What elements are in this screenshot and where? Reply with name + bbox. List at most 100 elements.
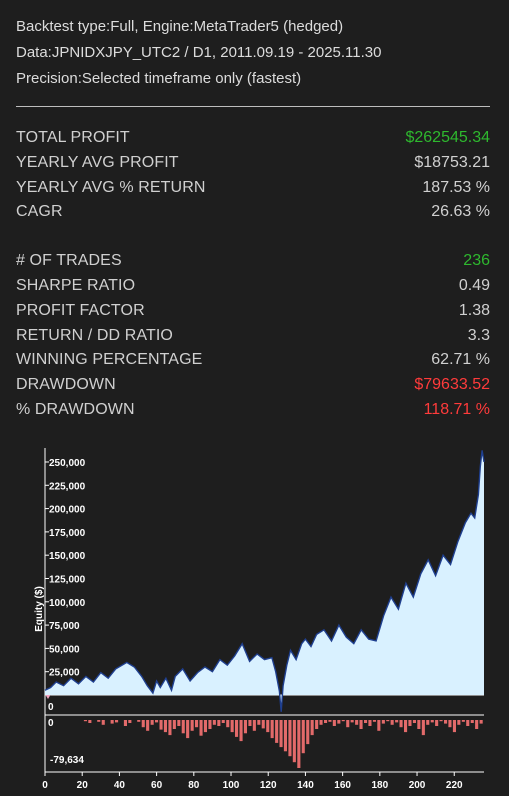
drawdown-bar [150, 720, 154, 725]
drawdown-zero-label: 0 [48, 718, 54, 729]
drawdown-bars [83, 720, 483, 768]
drawdown-bar [279, 720, 283, 748]
drawdown-bar [337, 720, 341, 724]
drawdown-bar [203, 720, 207, 733]
drawdown-bar [421, 720, 425, 736]
drawdown-bar [128, 720, 132, 723]
drawdown-bar [97, 720, 101, 722]
precision-line: Precision:Selected timeframe only (faste… [16, 70, 302, 87]
drawdown-bar [475, 720, 479, 729]
drawdown-bar [417, 720, 421, 729]
drawdown-bar [435, 720, 439, 726]
drawdown-bar [430, 720, 434, 723]
drawdown-bar [324, 720, 328, 723]
drawdown-bar [301, 720, 305, 754]
drawdown-bar [368, 720, 372, 726]
stat-label: YEARLY AVG % RETURN [16, 178, 206, 196]
y-tick-label: 200,000 [49, 505, 86, 516]
x-tick-label: 160 [334, 780, 351, 791]
drawdown-bar [408, 720, 412, 726]
stat-value: $262545.34 [405, 129, 490, 146]
stat-label: RETURN / DD RATIO [16, 326, 173, 344]
x-tick-label: 200 [409, 780, 426, 791]
stat-return-dd-ratio: RETURN / DD RATIO 3.3 [16, 324, 490, 349]
header-divider [16, 106, 490, 107]
equity-area [45, 450, 484, 712]
drawdown-bar [292, 720, 296, 763]
backtest-header: Backtest type:Full, Engine:MetaTrader5 (… [16, 14, 491, 92]
stat-label: # OF TRADES [16, 252, 122, 270]
y-tick-label: 100,000 [49, 598, 86, 609]
x-axis-ticks: 0 20 40 60 80 100 120 140 160 180 200 220 [42, 772, 463, 791]
drawdown-bar [381, 720, 385, 724]
drawdown-bar [239, 720, 243, 742]
drawdown-bar [137, 720, 141, 722]
stat-label: SHARPE RATIO [16, 276, 136, 294]
x-tick-label: 60 [151, 780, 163, 791]
drawdown-bar [319, 720, 323, 725]
y-tick-label: 50,000 [49, 644, 80, 655]
drawdown-bar [177, 720, 181, 726]
y-tick-label: 225,000 [49, 481, 86, 492]
stat-value: 1.38 [458, 301, 490, 319]
drawdown-bar [217, 720, 221, 726]
drawdown-bar [470, 720, 474, 723]
drawdown-bar [226, 720, 230, 728]
drawdown-bar [426, 720, 430, 725]
drawdown-bar [212, 720, 216, 725]
stat-value: 3.3 [467, 326, 490, 344]
drawdown-bar [208, 720, 212, 729]
drawdown-bar [395, 720, 399, 723]
drawdown-bar [452, 720, 456, 733]
stat-value: $79633.52 [414, 376, 490, 394]
drawdown-bar [350, 720, 354, 723]
drawdown-bar [341, 720, 345, 722]
drawdown-bar [461, 720, 465, 722]
drawdown-bar [159, 720, 163, 730]
drawdown-bar [257, 720, 261, 725]
x-tick-label: 100 [223, 780, 240, 791]
x-tick-label: 20 [77, 780, 89, 791]
drawdown-bar [355, 720, 359, 725]
equity-y-ticks: 25,000 50,000 75,000 100,000 125,000 150,000 1… [45, 458, 86, 679]
drawdown-bar [372, 720, 376, 722]
drawdown-bar [243, 720, 247, 734]
drawdown-bar [172, 720, 176, 729]
drawdown-bar [101, 720, 105, 725]
drawdown-bar [310, 720, 314, 736]
drawdown-bar [261, 720, 265, 729]
stat-value: 236 [463, 252, 490, 270]
drawdown-bar [332, 720, 336, 726]
stat-cagr: CAGR 26.63 % [16, 200, 490, 225]
drawdown-bar [195, 720, 199, 728]
drawdown-bar [457, 720, 461, 725]
stat-value: 118.71 % [423, 400, 490, 418]
drawdown-bar [190, 720, 194, 731]
stat-value: 187.53 % [422, 178, 490, 196]
drawdown-bar [83, 720, 87, 722]
drawdown-bar [306, 720, 310, 745]
stat-winning-percentage: WINNING PERCENTAGE 62.71 % [16, 348, 490, 373]
x-tick-label: 180 [371, 780, 388, 791]
x-tick-label: 220 [446, 780, 463, 791]
drawdown-bar [230, 720, 234, 733]
x-tick-label: 0 [42, 780, 48, 791]
drawdown-bar [235, 720, 239, 737]
stat-sharpe-ratio: SHARPE RATIO 0.49 [16, 274, 490, 299]
zero-marker [45, 694, 51, 699]
stat-label: DRAWDOWN [16, 376, 116, 394]
drawdown-bar [248, 720, 252, 726]
drawdown-bar [288, 720, 292, 757]
equity-y-label: Equity ($) [34, 586, 45, 632]
drawdown-bar [181, 720, 185, 734]
equity-line [44, 450, 485, 712]
stats-gap [16, 225, 490, 249]
drawdown-bar [88, 720, 92, 723]
stats-panel: TOTAL PROFIT $262545.34 YEARLY AVG PROFI… [16, 126, 490, 423]
drawdown-bar [399, 720, 403, 728]
drawdown-bar [141, 720, 145, 728]
data-line: Data:JPNIDXJPY_UTC2 / D1, 2011.09.19 - 2… [16, 44, 382, 61]
x-tick-label: 80 [188, 780, 200, 791]
drawdown-bar [199, 720, 203, 736]
drawdown-bar [479, 720, 483, 724]
